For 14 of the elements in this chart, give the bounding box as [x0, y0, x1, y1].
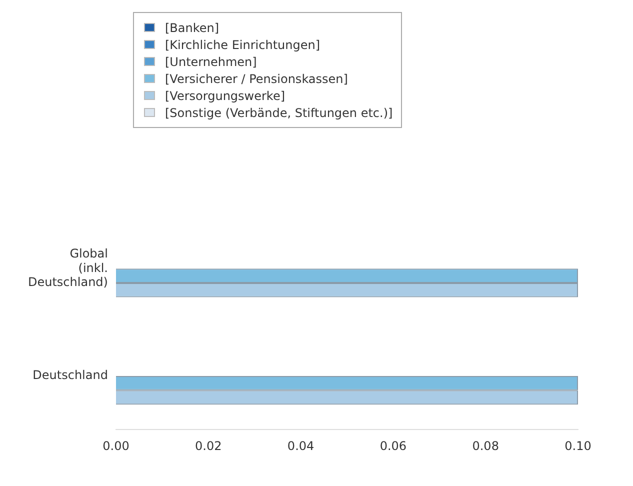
legend-label: [Kirchliche Einrichtungen]	[165, 38, 320, 52]
y-tick-label: Global (inkl. Deutschland)	[28, 246, 108, 290]
legend-label: [Versorgungswerke]	[165, 88, 286, 102]
x-tick-label: 0.08	[472, 438, 499, 453]
x-tick-label: 0.10	[564, 438, 592, 453]
legend-label: [Versicherer / Pensionskassen]	[165, 72, 348, 86]
legend-label: [Sonstige (Verbände, Stiftungen etc.)]	[165, 106, 393, 120]
legend-label: [Banken]	[165, 20, 220, 34]
x-tick-label: 0.04	[287, 438, 314, 453]
x-tick-label: 0.00	[102, 438, 130, 453]
y-tick-label: Deutschland	[32, 368, 108, 382]
x-tick-label: 0.06	[380, 438, 407, 453]
legend-label: [Unternehmen]	[165, 54, 257, 68]
x-tick-label: 0.02	[195, 438, 222, 453]
